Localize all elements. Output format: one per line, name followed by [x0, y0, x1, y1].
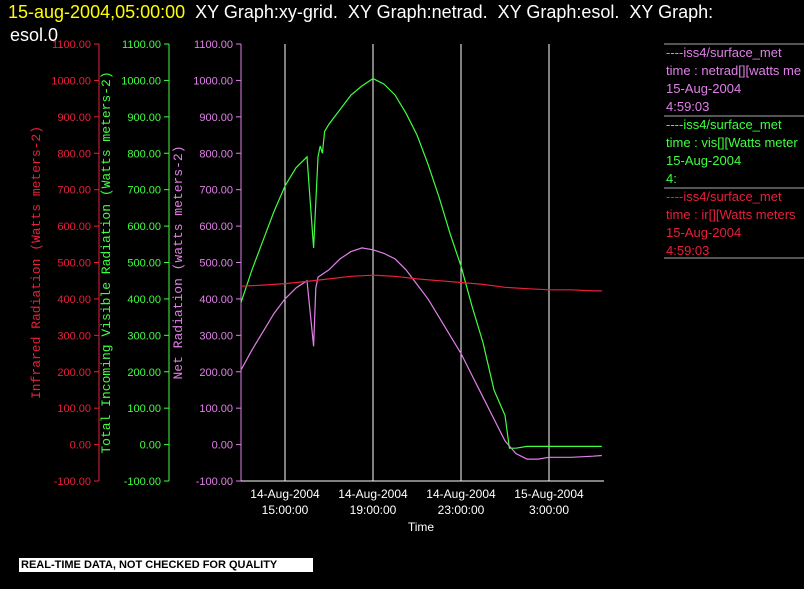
graph-title: 15-aug-2004,05:00:00 XY Graph:xy-grid. X…: [8, 2, 713, 23]
net-tick-label: 400.00: [199, 294, 233, 306]
vis-tick-label: 100.00: [127, 403, 161, 415]
vis-tick-label: 0.00: [140, 440, 161, 452]
ir-series-line: [240, 274, 602, 292]
net-tick-label: 900.00: [199, 112, 233, 124]
net-series-line: [240, 247, 602, 460]
legend-entry-text: ----iss4/surface_met: [666, 45, 782, 60]
title-graph-list: XY Graph:xy-grid. XY Graph:netrad. XY Gr…: [185, 2, 714, 22]
net-tick-label: 0.00: [212, 440, 233, 452]
x-tick-label-time: 23:00:00: [438, 503, 485, 517]
vis-series-line: [240, 77, 602, 449]
net-tick-label: 1100.00: [194, 39, 233, 51]
x-tick-label-time: 3:00:00: [529, 503, 569, 517]
legend-entry-text: ----iss4/surface_met: [666, 189, 782, 204]
quality-warning-banner: REAL-TIME DATA, NOT CHECKED FOR QUALITY: [19, 558, 313, 572]
x-tick-label-date: 14-Aug-2004: [338, 487, 408, 501]
ir-tick-label: -100.00: [54, 476, 91, 488]
ir-axis-label: Infrared Radiation (Watts meters-2): [29, 126, 44, 399]
legend-entry-text: time : ir[][Watts meters: [666, 207, 796, 222]
vis-tick-label: 500.00: [127, 258, 161, 270]
ir-tick-label: 800.00: [57, 148, 91, 160]
vis-tick-label: 600.00: [127, 221, 161, 233]
net-tick-label: 500.00: [199, 258, 233, 270]
ir-tick-label: 900.00: [57, 112, 91, 124]
legend-entry-text: 15-Aug-2004: [666, 225, 741, 240]
x-tick-label-date: 14-Aug-2004: [426, 487, 496, 501]
ir-tick-label: 600.00: [57, 221, 91, 233]
vis-tick-label: 800.00: [127, 148, 161, 160]
ir-tick-label: 300.00: [57, 330, 91, 342]
vis-tick-label: 700.00: [127, 185, 161, 197]
vis-tick-label: -100.00: [124, 476, 161, 488]
graph-title-continued: esol.0: [10, 25, 59, 45]
ir-tick-label: 200.00: [57, 367, 91, 379]
x-tick-label-date: 15-Aug-2004: [514, 487, 584, 501]
ir-tick-label: 500.00: [57, 258, 91, 270]
net-tick-label: 1000.00: [193, 75, 233, 87]
x-axis-label: Time: [408, 520, 435, 534]
legend-entry-text: 4:: [666, 171, 677, 186]
x-tick-label-time: 15:00:00: [262, 503, 309, 517]
ir-tick-label: 400.00: [57, 294, 91, 306]
net-axis-label: Net Radiation (watts meters-2): [171, 145, 186, 379]
net-tick-label: 100.00: [199, 403, 233, 415]
net-tick-label: -100.00: [196, 476, 233, 488]
ir-tick-label: 0.00: [70, 440, 91, 452]
net-tick-label: 600.00: [199, 221, 233, 233]
vis-tick-label: 1000.00: [121, 75, 161, 87]
ir-tick-label: 1000.00: [51, 75, 91, 87]
legend-entry-text: time : vis[][Watts meter: [666, 135, 798, 150]
net-tick-label: 200.00: [199, 367, 233, 379]
ir-tick-label: 1100.00: [52, 39, 91, 51]
vis-tick-label: 1100.00: [122, 39, 161, 51]
net-tick-label: 300.00: [199, 330, 233, 342]
x-tick-label-date: 14-Aug-2004: [250, 487, 320, 501]
legend-entry-text: 4:59:03: [666, 99, 709, 114]
legend-entry-text: 15-Aug-2004: [666, 81, 741, 96]
net-tick-label: 700.00: [199, 185, 233, 197]
vis-tick-label: 200.00: [127, 367, 161, 379]
title-timestamp: 15-aug-2004,05:00:00: [8, 2, 186, 22]
vis-tick-label: 400.00: [127, 294, 161, 306]
legend-entry-text: time : netrad[][watts me: [666, 63, 801, 78]
x-tick-label-time: 19:00:00: [350, 503, 397, 517]
vis-tick-label: 300.00: [127, 330, 161, 342]
legend-entry-text: 4:59:03: [666, 243, 709, 258]
vis-axis-label: Total Incoming Visible Radiation (Watts …: [99, 71, 114, 453]
legend-entry-text: 15-Aug-2004: [666, 153, 741, 168]
ir-tick-label: 700.00: [57, 185, 91, 197]
net-tick-label: 800.00: [199, 148, 233, 160]
vis-tick-label: 900.00: [127, 112, 161, 124]
legend-entry-text: ----iss4/surface_met: [666, 117, 782, 132]
ir-tick-label: 100.00: [57, 403, 91, 415]
